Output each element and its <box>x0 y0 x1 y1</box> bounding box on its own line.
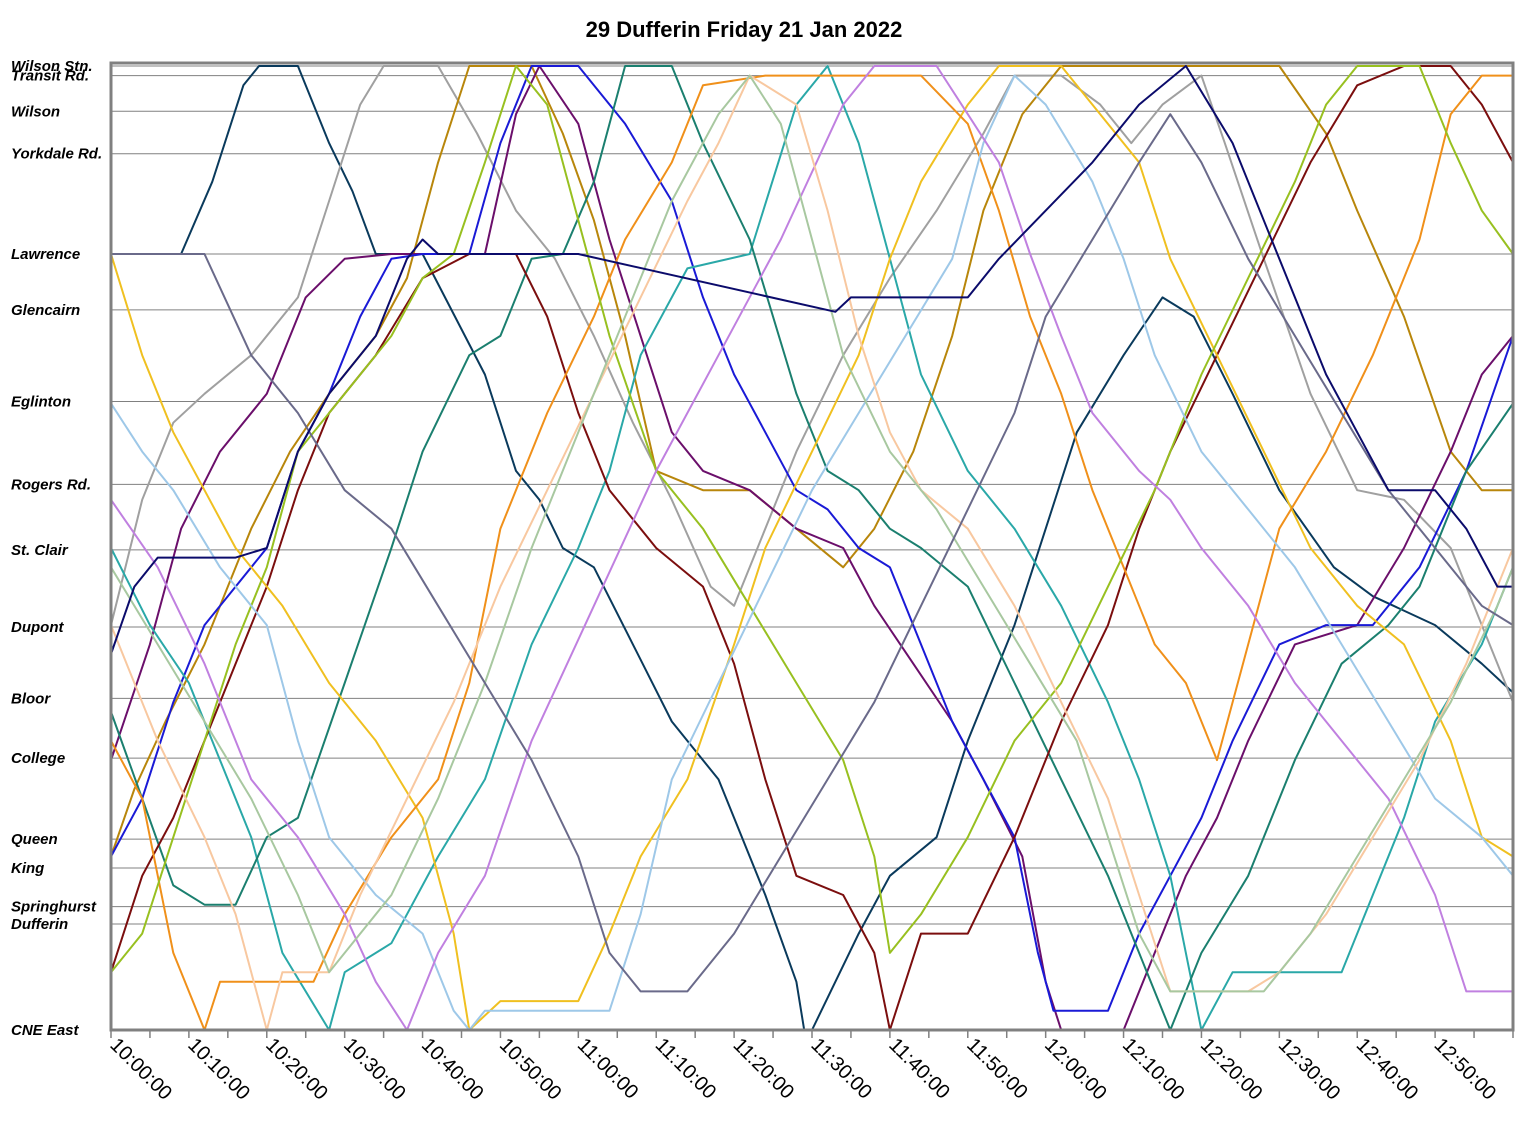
stop-label-3: Yorkdale Rd. <box>11 146 102 163</box>
trip-line-8 <box>110 65 1514 1031</box>
x-tick-label-6: 11:00:00 <box>573 1034 643 1104</box>
trip-line-2 <box>110 65 1514 858</box>
stop-label-1: Transit Rd. <box>11 68 89 85</box>
x-tick-label-7: 11:10:00 <box>651 1034 721 1104</box>
x-axis-ticks <box>110 1030 1514 1038</box>
trip-line-7 <box>110 65 1514 1031</box>
stop-label-11: College <box>11 750 65 767</box>
trip-line-14 <box>110 74 1514 993</box>
chart-title: 29 Dufferin Friday 21 Jan 2022 <box>586 17 903 42</box>
stop-label-13: King <box>11 860 44 877</box>
x-tick-label-13: 12:10:00 <box>1118 1034 1189 1105</box>
stop-labels: Wilson Stn.Transit Rd. Wilson Yorkdale Rd.… <box>11 58 102 1039</box>
x-tick-label-8: 11:20:00 <box>729 1034 799 1104</box>
stop-label-5: Glencairn <box>11 302 80 319</box>
x-tick-label-15: 12:30:00 <box>1274 1034 1345 1105</box>
x-tick-label-9: 11:30:00 <box>806 1034 876 1104</box>
stop-label-16: CNE East <box>11 1022 80 1039</box>
trip-line-13 <box>110 74 1514 1031</box>
trip-line-3 <box>110 65 1514 1031</box>
x-tick-label-5: 10:50:00 <box>495 1034 566 1105</box>
x-tick-label-0: 10:00:00 <box>105 1034 176 1105</box>
x-tick-label-17: 12:50:00 <box>1430 1034 1501 1105</box>
trip-line-5 <box>110 65 1514 1031</box>
trip-line-4 <box>110 65 1514 1012</box>
stop-label-2: Wilson <box>11 103 60 120</box>
x-tick-label-14: 12:20:00 <box>1196 1034 1267 1105</box>
stop-label-9: Dupont <box>11 619 64 636</box>
stop-label-0: Wilson Stn. <box>11 58 93 75</box>
stop-label-4: Lawrence <box>11 246 80 263</box>
stop-label-8: St. Clair <box>11 542 69 559</box>
stop-label-7: Rogers Rd. <box>11 476 91 493</box>
x-tick-label-12: 12:00:00 <box>1040 1034 1111 1105</box>
x-tick-label-11: 11:50:00 <box>962 1034 1032 1104</box>
trip-line-10 <box>110 65 1514 974</box>
trip-line-12 <box>110 65 1514 1031</box>
stop-label-12: Queen <box>11 831 58 848</box>
trip-line-1 <box>110 65 1514 704</box>
x-tick-label-2: 10:20:00 <box>261 1034 332 1105</box>
x-tick-label-3: 10:30:00 <box>339 1034 410 1105</box>
trip-line-11 <box>110 74 1514 1031</box>
trip-line-0 <box>110 65 1514 1031</box>
trip-line-15 <box>110 113 1514 993</box>
stop-label-10: Bloor <box>11 690 51 707</box>
x-tick-label-16: 12:40:00 <box>1352 1034 1423 1105</box>
plot-frame <box>109 61 1515 1032</box>
trip-line-9 <box>110 74 1514 1031</box>
stop-label-14: Springhurst <box>11 899 97 916</box>
x-axis-tick-labels: 10:00:00 10:10:00 10:20:00 10:30:00 10:40:00… <box>105 1034 1500 1105</box>
stop-label-6: Eglinton <box>11 393 71 410</box>
x-tick-label-4: 10:40:00 <box>417 1034 488 1105</box>
trip-line-6 <box>110 65 1514 1031</box>
trip-lines <box>110 65 1514 1031</box>
trip-line-16 <box>110 65 1514 655</box>
x-tick-label-1: 10:10:00 <box>183 1034 254 1105</box>
stop-label-15: Dufferin <box>11 916 68 933</box>
stop-gridlines <box>111 65 1513 1031</box>
x-tick-label-10: 11:40:00 <box>884 1034 954 1104</box>
